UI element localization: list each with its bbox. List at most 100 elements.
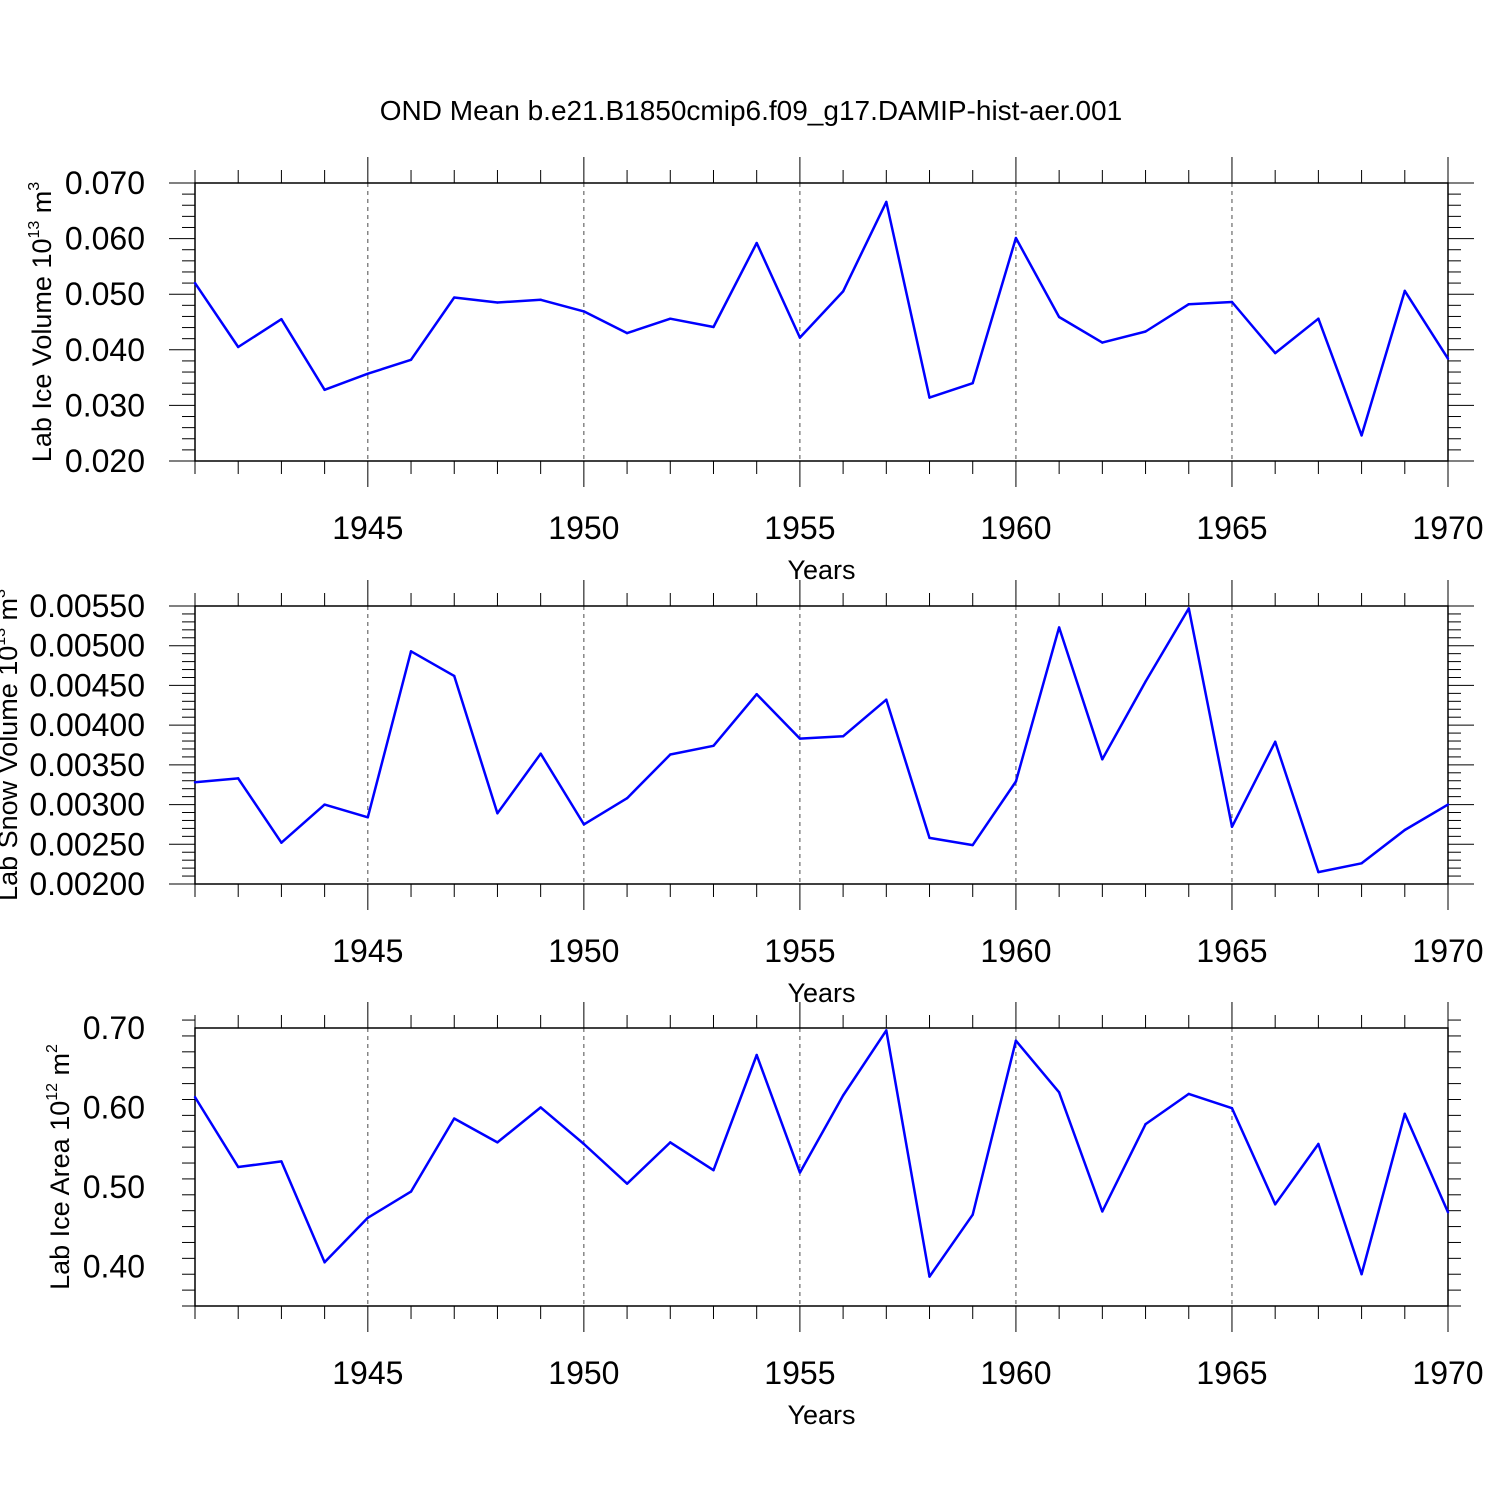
plot-frame — [194, 182, 1449, 462]
x-tick-label: 1945 — [332, 933, 403, 969]
data-point — [1360, 434, 1363, 437]
x-tick-label: 1945 — [332, 1355, 403, 1391]
data-point — [496, 301, 499, 304]
data-point — [323, 388, 326, 392]
data-point — [582, 310, 586, 313]
data-point — [1446, 357, 1450, 360]
data-point — [193, 781, 197, 784]
data-point — [453, 296, 456, 299]
data-point — [280, 1160, 283, 1163]
x-tick-label: 1960 — [980, 933, 1051, 969]
y-tick-label: 0.00350 — [29, 747, 145, 783]
data-point — [1403, 289, 1406, 293]
data-point — [1144, 680, 1147, 683]
data-point — [625, 797, 629, 800]
data-point — [1360, 862, 1363, 865]
data-point — [193, 1095, 197, 1099]
series-line — [193, 200, 1450, 437]
data-point — [1403, 828, 1406, 832]
data-point — [798, 737, 802, 740]
data-point — [712, 325, 715, 329]
y-tick-label: 0.40 — [83, 1248, 145, 1284]
data-point — [1317, 1142, 1320, 1146]
x-tick-label: 1945 — [332, 510, 403, 546]
data-point — [971, 1213, 974, 1216]
data-point — [1014, 236, 1018, 240]
x-tick-label: 1960 — [980, 1355, 1051, 1391]
data-point — [755, 1053, 758, 1057]
data-point — [928, 836, 931, 840]
data-point — [928, 396, 931, 399]
y-axis-label: Lab Ice Area 1012 m2 — [44, 1044, 75, 1290]
data-point — [841, 735, 845, 738]
data-point — [539, 298, 542, 301]
data-point — [409, 650, 413, 653]
data-point — [1273, 740, 1277, 744]
data-point — [1230, 1107, 1234, 1110]
y-axis-label-unit: m — [0, 598, 23, 628]
data-point — [193, 281, 197, 285]
data-point — [755, 241, 758, 245]
plot-frame — [194, 1027, 1449, 1307]
y-tick-label: 0.030 — [65, 387, 145, 423]
data-point — [237, 1165, 240, 1169]
x-tick-label: 1950 — [548, 510, 619, 546]
data-point — [798, 1171, 802, 1174]
data-point — [539, 752, 542, 755]
y-axis-label-unit: m — [27, 191, 57, 221]
data-point — [1230, 825, 1234, 829]
data-point — [1101, 1210, 1104, 1213]
y-tick-label: 0.050 — [65, 276, 145, 312]
panels: 1945 1950 1955 1960 1965 1970 Years 0.020 0.030 0… — [0, 157, 1484, 1430]
y-axis-label-unit-exponent: 3 — [0, 589, 9, 598]
y-tick-label: 0.060 — [65, 221, 145, 257]
panel-lab-snow-volume: 1945 1950 1955 1960 1965 1970 Years 0.00200 0.00… — [0, 580, 1484, 1008]
data-point — [625, 1182, 629, 1185]
y-tick-label: 0.00450 — [29, 667, 145, 703]
y-tick-label: 0.020 — [65, 443, 145, 479]
y-tick-label: 0.00200 — [29, 866, 145, 902]
data-point — [496, 1141, 499, 1144]
y-tick-label: 0.070 — [65, 165, 145, 201]
data-point — [1057, 1091, 1061, 1094]
data-point — [1057, 626, 1061, 629]
y-axis-label-exponent: 12 — [44, 1083, 61, 1101]
data-point — [1101, 758, 1104, 761]
data-point — [237, 777, 240, 780]
data-point — [409, 1190, 413, 1193]
y-tick-label: 0.00550 — [29, 588, 145, 624]
data-point — [712, 1168, 715, 1172]
data-point — [841, 290, 845, 293]
data-point — [928, 1275, 931, 1278]
data-point — [1317, 870, 1320, 874]
data-point — [409, 358, 413, 362]
x-tick-label: 1965 — [1196, 1355, 1267, 1391]
x-tick-label: 1965 — [1196, 933, 1267, 969]
y-axis-label: Lab Snow Volume 1013 m3 — [0, 589, 23, 901]
panel-lab-ice-area: 1945 1950 1955 1960 1965 1970 Years 0.40 0.50 0.6… — [44, 1002, 1484, 1430]
x-tick-label: 1970 — [1412, 510, 1483, 546]
x-tick-label: 1955 — [764, 1355, 835, 1391]
y-axis-label-unit-exponent: 2 — [44, 1044, 61, 1053]
y-axis-label-exponent: 13 — [0, 628, 9, 646]
data-point — [1057, 315, 1061, 319]
y-tick-label: 0.00400 — [29, 707, 145, 743]
data-point — [1014, 780, 1018, 783]
y-tick-label: 0.50 — [83, 1169, 145, 1205]
y-axis-label: Lab Ice Volume 1013 m3 — [26, 182, 57, 462]
x-tick-label: 1960 — [980, 510, 1051, 546]
data-point — [1273, 351, 1277, 355]
data-point — [1446, 1211, 1450, 1214]
data-point — [453, 1117, 456, 1120]
data-point — [625, 331, 629, 335]
y-tick-label: 0.60 — [83, 1089, 145, 1125]
y-axis-label-unit-exponent: 3 — [26, 182, 43, 191]
x-tick-label: 1970 — [1412, 1355, 1483, 1391]
panel-lab-ice-volume: 1945 1950 1955 1960 1965 1970 Years 0.020 0.030 0… — [26, 157, 1484, 585]
x-tick-label: 1970 — [1412, 933, 1483, 969]
data-point — [885, 1029, 888, 1032]
y-tick-label: 0.00500 — [29, 628, 145, 664]
data-point — [582, 1142, 586, 1146]
x-tick-label: 1950 — [548, 933, 619, 969]
data-point — [1187, 607, 1190, 610]
